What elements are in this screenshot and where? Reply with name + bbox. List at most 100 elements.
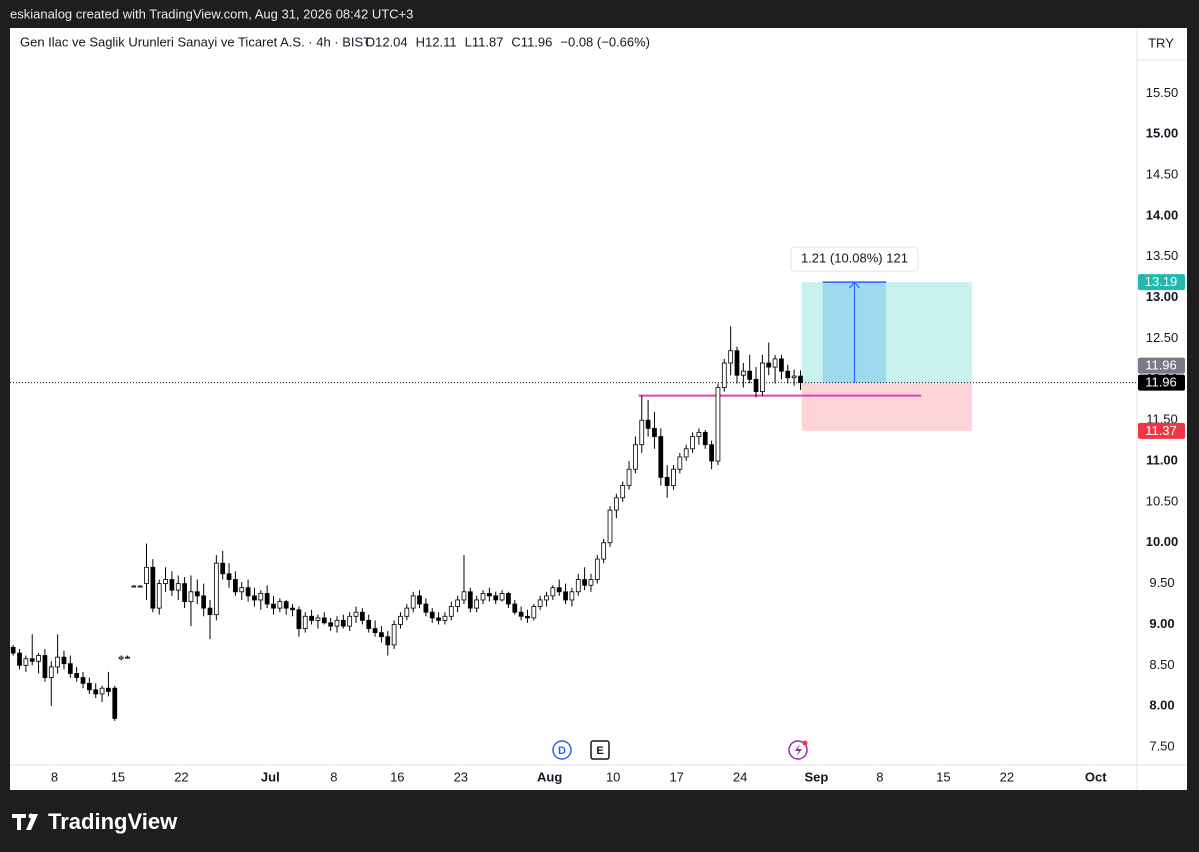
candle-body	[36, 655, 41, 662]
alert-dot	[802, 740, 808, 746]
candle-body	[125, 656, 130, 659]
candle-body	[328, 622, 334, 627]
x-tick-label: 10	[606, 769, 620, 784]
plot: 1.21 (10.08%) 121	[10, 246, 1137, 721]
y-tick-label: 11.00	[1146, 452, 1178, 467]
candle-body	[10, 646, 16, 654]
candle-body	[277, 601, 283, 609]
event-icon	[552, 740, 572, 760]
candle-body	[398, 615, 403, 625]
candle-body	[429, 611, 435, 619]
candle-body	[220, 562, 226, 575]
measure-label: 1.21 (10.08%) 121	[801, 251, 908, 266]
candle-body	[118, 656, 124, 660]
candle-body	[106, 687, 111, 692]
x-tick-label: Aug	[537, 769, 562, 784]
candle-body	[518, 611, 524, 617]
candle-body	[410, 595, 416, 609]
candle-body	[366, 619, 372, 629]
ohlc-value: C11.96	[511, 34, 552, 49]
candle-body	[671, 468, 676, 486]
candle-body	[537, 599, 543, 607]
y-tick-label: 14.00	[1146, 207, 1179, 222]
candle-body	[61, 656, 67, 665]
ohlc-value: H12.11	[416, 34, 457, 49]
ohlc-value: O12.04	[365, 34, 408, 49]
candle-body	[93, 689, 99, 695]
candle-body	[594, 558, 600, 580]
measure-label-box	[790, 246, 919, 272]
x-tick-label: 24	[733, 769, 747, 784]
price-label: 13.19	[1145, 274, 1178, 289]
candle-body	[112, 687, 118, 719]
price-label-box	[1138, 274, 1185, 291]
event-icon	[590, 740, 610, 760]
candle-body	[302, 615, 308, 629]
candle-body	[474, 599, 480, 609]
candle-body	[645, 419, 651, 429]
y-tick-label: 9.50	[1149, 575, 1174, 590]
change: −0.08 (−0.66%)	[560, 34, 650, 49]
candle-body	[283, 601, 289, 609]
y-tick-label: 10.50	[1146, 493, 1179, 508]
ohlc-value: L11.87	[465, 34, 504, 49]
candle-body	[709, 444, 714, 462]
candle-body	[512, 603, 518, 613]
candle-body	[582, 579, 587, 586]
candle-body	[588, 579, 594, 586]
candle-body	[385, 636, 391, 646]
candle-body	[442, 615, 448, 621]
candle-body	[29, 658, 35, 662]
candle-body	[334, 619, 340, 627]
candle-body	[48, 666, 54, 678]
price-label-box	[1138, 357, 1185, 374]
price-label-box	[1138, 374, 1185, 391]
candle-body	[55, 656, 60, 668]
x-tick-label: Jul	[261, 769, 280, 784]
candle-body	[639, 419, 645, 446]
price-label: 11.37	[1145, 423, 1177, 438]
candle-body	[779, 358, 784, 372]
candle-body	[340, 619, 346, 627]
candle-body	[569, 591, 575, 601]
candle-body	[372, 628, 378, 634]
candle-body	[626, 468, 632, 486]
y-tick-label: 15.00	[1146, 126, 1179, 141]
candle-body	[544, 595, 549, 601]
symbol-title: Gen Ilac ve Saglik Urunleri Sanayi ve Ti…	[20, 34, 371, 49]
candle-body	[728, 350, 734, 364]
brand-name: TradingView	[48, 809, 178, 834]
candle-body	[747, 370, 753, 380]
y-tick-label: 8.50	[1149, 657, 1174, 672]
stop-zone	[801, 382, 972, 431]
candle-body	[740, 370, 746, 376]
candle-body	[150, 566, 156, 609]
candle-body	[131, 585, 137, 588]
chart-panel	[10, 28, 1187, 790]
candle-body	[791, 375, 797, 379]
candle-body	[207, 607, 213, 616]
candle-body	[315, 617, 321, 621]
candle-body	[379, 632, 384, 638]
currency: TRY	[1148, 35, 1174, 50]
candle-body	[772, 358, 778, 368]
credit: eskianalog created with TradingView.com,…	[10, 6, 413, 21]
candle-body	[683, 448, 689, 458]
candle-body	[296, 609, 302, 629]
candle-body	[175, 583, 181, 591]
logo-mark	[12, 814, 38, 830]
candle-body	[188, 591, 194, 602]
x-tick-label: 8	[51, 769, 58, 784]
candle-body	[99, 687, 105, 695]
candle-body	[182, 583, 187, 602]
x-tick-label: 17	[669, 769, 683, 784]
candle-body	[245, 587, 251, 597]
candle-body	[798, 375, 803, 384]
candle-body	[23, 658, 29, 666]
candle-body	[258, 593, 264, 601]
candle-body	[525, 615, 530, 619]
y-tick-label: 9.00	[1149, 616, 1174, 631]
candle-body	[461, 591, 467, 601]
candle-body	[17, 652, 22, 666]
candle-body	[391, 624, 397, 646]
